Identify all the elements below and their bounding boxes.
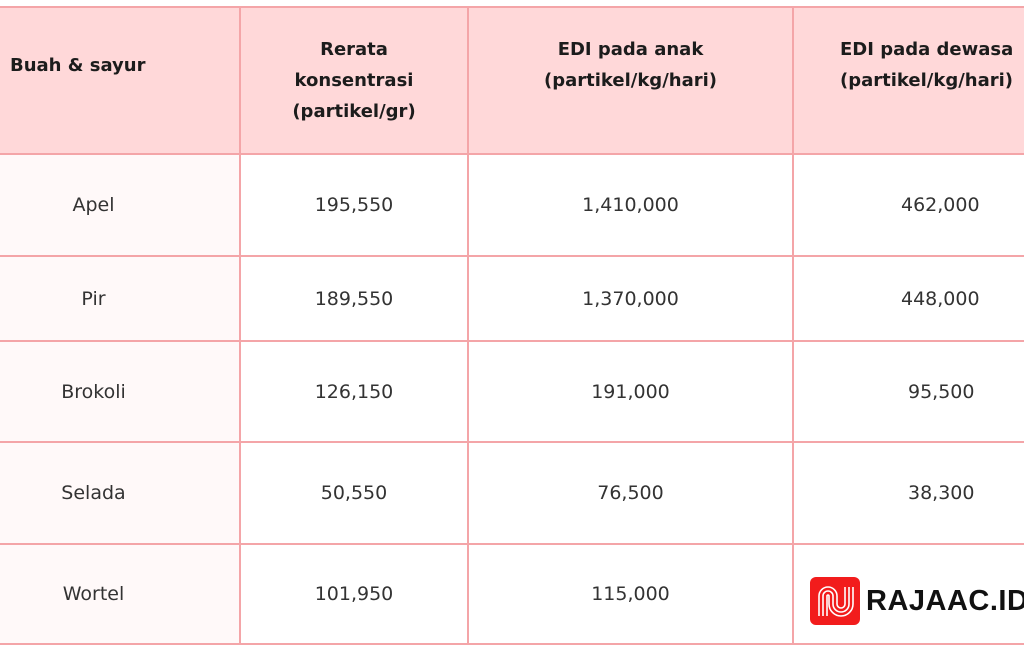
header-text: konsentrasi <box>294 70 414 91</box>
cell-dewasa: 448,000 <box>792 255 1024 342</box>
header-text: Buah & sayur <box>10 55 146 76</box>
header-text: (partikel/kg/hari) <box>840 70 1014 91</box>
cell-dewasa: 38,300 <box>792 441 1024 545</box>
cell-anak: 191,000 <box>467 340 794 443</box>
logo-mark-icon <box>810 577 860 625</box>
cell-anak: 1,370,000 <box>467 255 794 342</box>
cell-dewasa: 462,000 <box>792 153 1024 257</box>
table-row: Selada 50,550 76,500 38,300 <box>0 441 1024 545</box>
table-row: Brokoli 126,150 191,000 95,500 <box>0 340 1024 443</box>
cell-anak: 1,410,000 <box>467 153 794 257</box>
logo-text: RAJAAC.ID <box>866 584 1024 617</box>
cell-konsentrasi: 195,550 <box>239 153 469 257</box>
cell-anak: 76,500 <box>467 441 794 545</box>
header-text: EDI pada anak <box>557 39 704 60</box>
cell-anak: 115,000 <box>467 543 794 645</box>
table-row: Wortel 101,950 115,000 <box>0 543 1024 645</box>
cell-name: Apel <box>0 153 241 257</box>
cell-konsentrasi: 126,150 <box>239 340 469 443</box>
header-text: EDI pada dewasa <box>840 39 1014 60</box>
header-buah-sayur: Buah & sayur <box>0 6 241 155</box>
cell-konsentrasi: 101,950 <box>239 543 469 645</box>
header-edi-anak: EDI pada anak (partikel/kg/hari) <box>467 6 794 155</box>
cell-konsentrasi: 189,550 <box>239 255 469 342</box>
cell-konsentrasi: 50,550 <box>239 441 469 545</box>
header-edi-dewasa: EDI pada dewasa (partikel/kg/hari) <box>792 6 1024 155</box>
header-text: (partikel/gr) <box>292 101 416 122</box>
table-row: Apel 195,550 1,410,000 462,000 <box>0 153 1024 257</box>
cell-dewasa: 95,500 <box>792 340 1024 443</box>
cell-name: Selada <box>0 441 241 545</box>
header-row: Buah & sayur Rerata konsentrasi (partikel/… <box>0 6 1024 155</box>
rajaac-logo: RAJAAC.ID <box>810 577 1024 625</box>
header-text: Rerata <box>320 39 388 60</box>
data-table: Buah & sayur Rerata konsentrasi (partikel/… <box>0 6 1024 645</box>
cell-name: Pir <box>0 255 241 342</box>
header-konsentrasi: Rerata konsentrasi (partikel/gr) <box>239 6 469 155</box>
cell-name: Brokoli <box>0 340 241 443</box>
cell-name: Wortel <box>0 543 241 645</box>
header-text: (partikel/kg/hari) <box>543 70 717 91</box>
table-row: Pir 189,550 1,370,000 448,000 <box>0 255 1024 342</box>
